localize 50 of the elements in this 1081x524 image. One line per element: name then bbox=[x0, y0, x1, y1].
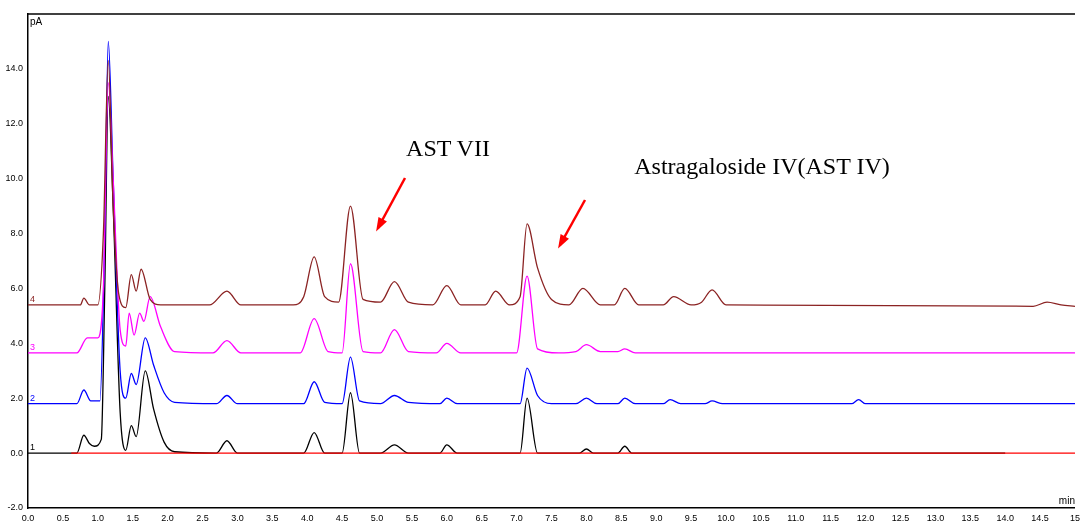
x-tick-label: 1.0 bbox=[91, 512, 105, 523]
y-tick-label: 4.0 bbox=[10, 337, 23, 348]
x-tick-label: 4.5 bbox=[335, 512, 349, 523]
y-tick-label: 2.0 bbox=[10, 392, 23, 403]
x-tick-label: 7.5 bbox=[545, 512, 558, 523]
x-tick-label: 14.0 bbox=[996, 512, 1014, 523]
x-tick-label: 7.0 bbox=[510, 512, 523, 523]
series-label: 2 bbox=[30, 392, 36, 403]
x-tick-label: 12.5 bbox=[891, 512, 910, 523]
y-tick-label: 12.0 bbox=[5, 118, 23, 129]
x-tick-label: 8.0 bbox=[580, 512, 593, 523]
x-tick-label: 8.5 bbox=[615, 512, 628, 523]
line-series bbox=[28, 81, 1075, 354]
annotation: AST VII bbox=[406, 135, 490, 162]
x-tick-label: 2.5 bbox=[196, 512, 209, 523]
series-label: 4 bbox=[30, 293, 36, 304]
y-tick-label: 10.0 bbox=[5, 173, 23, 184]
x-tick-label: 6.5 bbox=[475, 512, 488, 523]
series-label: 1 bbox=[30, 442, 36, 453]
x-tick-label: 12.0 bbox=[856, 512, 875, 523]
annotation: Astragaloside IV(AST IV) bbox=[634, 153, 890, 180]
x-tick-label: 0.5 bbox=[56, 512, 70, 523]
y-tick-label: 0.0 bbox=[10, 447, 23, 458]
x-tick-label: 9.5 bbox=[684, 512, 698, 523]
x-tick-label: 14.5 bbox=[1031, 512, 1049, 523]
x-tick-label: 11.5 bbox=[822, 512, 840, 523]
x-axis-title: min bbox=[1058, 494, 1075, 506]
x-tick-label: 3.5 bbox=[266, 512, 279, 523]
line-series bbox=[28, 60, 1075, 309]
x-tick-label: 15 bbox=[1069, 512, 1080, 523]
x-tick-label: 13.5 bbox=[961, 512, 980, 523]
x-tick-label: 11.0 bbox=[787, 512, 805, 523]
x-tick-label: 10.0 bbox=[717, 512, 735, 523]
x-tick-label: 9.0 bbox=[649, 512, 663, 523]
x-tick-label: 2.0 bbox=[161, 512, 174, 523]
x-tick-label: 1.5 bbox=[126, 512, 139, 523]
x-tick-label: 3.0 bbox=[231, 512, 244, 523]
x-tick-label: 13.0 bbox=[926, 512, 945, 523]
x-tick-label: 0.0 bbox=[21, 512, 35, 523]
y-tick-label: 14.0 bbox=[5, 63, 23, 74]
x-tick-label: 5.0 bbox=[370, 512, 384, 523]
y-tick-label: 8.0 bbox=[10, 228, 23, 239]
series-label: 3 bbox=[30, 341, 36, 352]
x-tick-label: 4.0 bbox=[300, 512, 314, 523]
y-tick-label: -2.0 bbox=[7, 502, 23, 513]
x-tick-label: 5.5 bbox=[405, 512, 419, 523]
y-tick-label: 6.0 bbox=[10, 282, 23, 293]
y-axis-title: pA bbox=[30, 15, 43, 27]
x-tick-label: 10.5 bbox=[752, 512, 770, 523]
x-tick-label: 6.0 bbox=[440, 512, 454, 523]
